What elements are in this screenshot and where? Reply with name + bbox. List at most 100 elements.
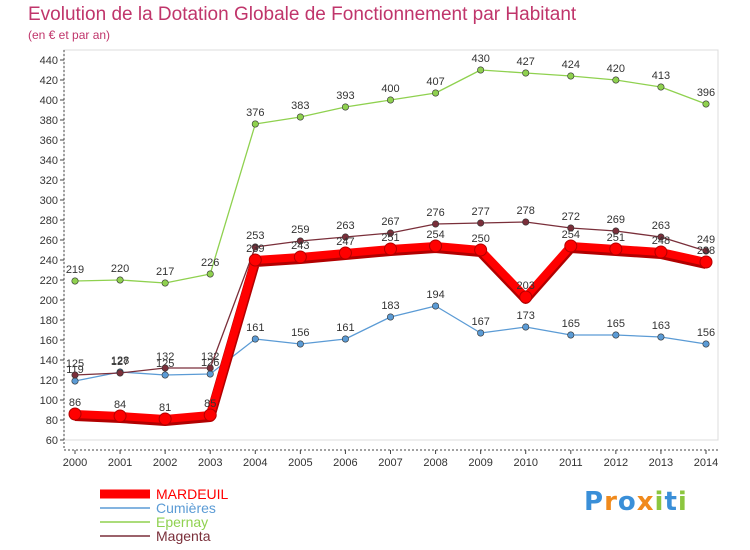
data-point [296,113,304,121]
x-tick-label: 2013 [649,457,673,469]
data-label: 253 [246,230,264,242]
data-label: 254 [426,229,444,241]
y-tick-label: 420 [40,75,58,87]
x-tick-label: 2002 [153,457,177,469]
data-label: 239 [246,243,264,255]
data-label: 376 [246,107,264,119]
x-tick-label: 2008 [423,457,447,469]
data-label: 263 [652,220,670,232]
data-label: 203 [517,280,535,292]
data-point [203,408,217,422]
data-label: 427 [517,56,535,68]
x-tick-label: 2009 [468,457,492,469]
data-label: 226 [201,257,219,269]
data-label: 156 [291,327,309,339]
data-point [567,224,575,232]
y-tick-label: 280 [40,215,58,227]
data-point [296,237,304,245]
data-point [341,335,349,343]
data-point [522,323,530,331]
data-label: 85 [204,398,216,410]
data-label: 276 [426,207,444,219]
data-label: 396 [697,87,715,99]
data-point [251,335,259,343]
data-label: 250 [471,233,489,245]
logo-letter: x [636,487,655,517]
data-label: 430 [471,53,489,65]
data-label: 219 [66,264,84,276]
x-tick-label: 2001 [108,457,132,469]
legend-label: MARDEUIL [156,486,229,502]
y-tick-label: 440 [40,55,58,67]
y-tick-label: 360 [40,135,58,147]
data-label: 420 [607,63,625,75]
logo-letter: t [664,487,678,517]
data-label: 247 [336,236,354,248]
data-point [522,69,530,77]
data-label: 243 [291,240,309,252]
data-label: 127 [111,356,129,368]
x-tick-label: 2012 [604,457,628,469]
data-point [296,340,304,348]
data-label: 407 [426,76,444,88]
data-label: 132 [156,351,174,363]
data-label: 251 [381,232,399,244]
data-point [68,407,82,421]
chart-title: Evolution de la Dotation Globale de Fonc… [28,4,577,25]
data-point [702,247,710,255]
logo-letter: o [617,487,637,517]
data-point [113,409,127,423]
data-label: 249 [697,234,715,246]
x-tick-label: 2007 [378,457,402,469]
x-tick-label: 2014 [694,457,718,469]
data-point [657,233,665,241]
data-point [432,220,440,228]
data-point [341,233,349,241]
data-point [522,218,530,226]
data-label: 393 [336,90,354,102]
data-label: 238 [697,245,715,257]
y-tick-label: 160 [40,335,58,347]
data-label: 217 [156,266,174,278]
data-point [477,329,485,337]
y-tick-label: 300 [40,195,58,207]
data-label: 161 [246,322,264,334]
data-label: 251 [607,232,625,244]
x-tick-label: 2010 [513,457,537,469]
data-label: 259 [291,224,309,236]
y-tick-label: 180 [40,315,58,327]
data-label: 272 [562,211,580,223]
data-label: 86 [69,397,81,409]
data-label: 84 [114,399,126,411]
data-label: 125 [156,358,174,370]
y-tick-label: 120 [40,375,58,387]
y-tick-label: 340 [40,155,58,167]
data-point [116,276,124,284]
data-label: 254 [562,229,580,241]
y-tick-label: 380 [40,115,58,127]
data-point [609,242,623,256]
x-tick-label: 2006 [333,457,357,469]
data-point [386,313,394,321]
data-point [386,96,394,104]
data-point [161,371,169,379]
data-label: 269 [607,214,625,226]
data-point [341,103,349,111]
x-tick-label: 2004 [243,457,267,469]
data-label: 167 [471,316,489,328]
data-point [161,364,169,372]
data-label: 119 [66,364,84,376]
data-point [161,279,169,287]
data-point [251,120,259,128]
data-point [567,331,575,339]
data-label: 165 [607,318,625,330]
data-point [702,100,710,108]
y-tick-label: 320 [40,175,58,187]
legend-label: Cumières [156,500,216,516]
y-tick-label: 140 [40,355,58,367]
data-point [71,277,79,285]
data-point [206,370,214,378]
data-label: 220 [111,263,129,275]
x-tick-label: 2000 [63,457,87,469]
